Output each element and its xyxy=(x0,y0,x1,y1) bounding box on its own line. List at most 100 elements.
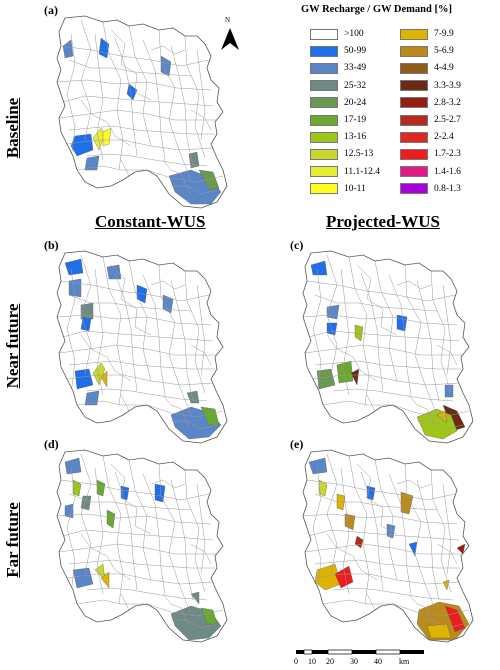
sub-basin xyxy=(456,543,466,555)
sub-basin-boundary xyxy=(170,45,194,167)
map-panel-a xyxy=(44,10,248,210)
sub-basin-boundary xyxy=(114,471,138,591)
basin-outline xyxy=(302,449,474,643)
sub-basin-boundary xyxy=(162,159,190,193)
sub-basin-boundary xyxy=(62,95,214,107)
row-label-near-future: Near future xyxy=(3,303,22,389)
sub-basin xyxy=(188,151,200,169)
legend-item: 2-2.4 xyxy=(400,131,454,143)
sub-basin-boundary xyxy=(162,394,190,428)
legend-item: >100 xyxy=(310,28,364,40)
sub-basin-boundary xyxy=(314,493,438,511)
legend-swatch xyxy=(310,114,338,126)
sub-basin-boundary xyxy=(340,268,350,396)
column-title-constant-wus: Constant-WUS xyxy=(95,212,206,231)
row-label-baseline: Baseline xyxy=(3,97,22,159)
sub-basin-boundary xyxy=(171,185,218,195)
sub-basin-boundary xyxy=(308,529,460,541)
sub-basin xyxy=(100,571,110,589)
watershed-map xyxy=(56,15,228,209)
sub-basin-boundary xyxy=(60,479,210,501)
sub-basin-boundary xyxy=(68,493,192,511)
scale-tick-20: 20 xyxy=(326,657,334,666)
sub-basin-boundary xyxy=(360,471,384,591)
sub-basin xyxy=(344,513,356,531)
legend-item: 0.8-1.3 xyxy=(400,183,461,195)
sub-basin-boundary xyxy=(312,573,460,585)
legend-label: 20-24 xyxy=(344,97,367,108)
sub-basin xyxy=(308,457,328,475)
sub-basin xyxy=(96,479,106,497)
scale-unit: km xyxy=(399,657,410,666)
legend-label: 5-6.9 xyxy=(434,46,454,57)
basin-area xyxy=(303,251,473,443)
sub-basin-boundary xyxy=(396,280,432,290)
legend-swatch xyxy=(400,62,428,74)
watershed-map xyxy=(302,250,474,444)
sub-basin-boundary xyxy=(102,21,124,171)
sub-basin-boundary xyxy=(416,280,440,402)
sub-basin-boundary xyxy=(404,463,438,615)
sub-basin-boundary xyxy=(80,334,132,382)
sub-basin xyxy=(444,605,466,633)
legend-item: 33-49 xyxy=(310,62,366,74)
sub-basin-boundary xyxy=(150,479,186,489)
sub-basin-boundary xyxy=(80,99,132,147)
basin-outline xyxy=(56,250,228,444)
sub-basin xyxy=(120,485,130,501)
panel-letter-b: (b) xyxy=(44,238,59,252)
legend-item: 2.5-2.7 xyxy=(400,114,461,126)
scale-bar xyxy=(296,649,424,655)
legend-swatch xyxy=(310,45,338,57)
legend-label: 2.8-3.2 xyxy=(434,97,461,108)
sub-basin-boundary xyxy=(62,330,214,342)
sub-basin-boundary xyxy=(190,344,212,366)
legend-item: 4-4.9 xyxy=(400,62,454,74)
sub-basin-boundary xyxy=(314,360,461,370)
sub-basin-boundary xyxy=(196,49,206,141)
sub-basin-boundary xyxy=(110,29,152,101)
watershed-map xyxy=(56,250,228,444)
legend-swatch xyxy=(400,97,428,109)
sub-basin-boundary xyxy=(66,374,214,386)
sub-basin-boundary xyxy=(170,479,194,601)
legend-label: 1.4-1.6 xyxy=(434,166,461,177)
legend-item: 11.1-12.4 xyxy=(310,166,380,178)
sub-basin-boundary xyxy=(57,513,212,525)
sub-basin-boundary xyxy=(60,280,210,302)
basin-outline xyxy=(302,250,474,444)
legend-item: 10-11 xyxy=(310,183,366,195)
legend-label: 4-4.9 xyxy=(434,63,454,74)
sub-basin xyxy=(350,368,360,386)
legend-swatch xyxy=(310,166,338,178)
scale-tick-0: 0 xyxy=(294,657,298,666)
sub-basin xyxy=(80,316,92,332)
sub-basin xyxy=(80,302,94,320)
sub-basin-boundary xyxy=(68,59,192,77)
sub-basin-boundary xyxy=(314,559,461,569)
legend-item: 17-19 xyxy=(310,114,366,126)
sub-basin xyxy=(64,457,82,475)
legend-item: 25-32 xyxy=(310,80,366,92)
sub-basin xyxy=(68,278,82,298)
sub-basin-boundary xyxy=(196,284,206,376)
sub-basin-boundary xyxy=(86,587,208,601)
sub-basin-boundary xyxy=(332,587,454,601)
legend-label: 17-19 xyxy=(344,115,367,125)
sub-basin xyxy=(464,314,473,330)
sub-basin-boundary xyxy=(312,268,322,396)
basin-area xyxy=(303,450,473,642)
sub-basin-boundary xyxy=(158,29,192,181)
sub-basin xyxy=(84,155,100,171)
sub-basin-boundary xyxy=(326,334,378,382)
scale-tick-30: 30 xyxy=(350,657,358,666)
legend-label: 12.5-13 xyxy=(344,149,374,160)
sub-basin-boundary xyxy=(326,453,338,575)
sub-basin-boundary xyxy=(332,388,454,402)
legend-swatch xyxy=(400,131,428,143)
sub-basin-boundary xyxy=(171,420,218,430)
legend-item: 13-16 xyxy=(310,131,366,143)
sub-basin xyxy=(426,623,452,639)
sub-basin-boundary xyxy=(66,139,214,151)
legend-swatch xyxy=(310,28,338,40)
